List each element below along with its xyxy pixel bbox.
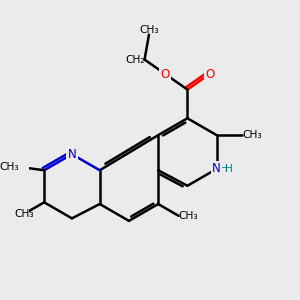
Text: O: O [161,68,170,81]
Text: O: O [161,68,170,81]
Text: N: N [68,148,76,161]
Text: CH₃: CH₃ [139,25,159,34]
Text: O: O [205,68,214,81]
Text: N: N [68,148,76,161]
Text: O: O [205,68,214,81]
Text: CH₃: CH₃ [14,209,34,219]
Text: CH₃: CH₃ [179,211,198,221]
Text: CH₃: CH₃ [0,162,19,172]
Text: N: N [212,162,221,176]
Text: H: H [220,164,228,174]
Text: CH₂: CH₂ [125,55,145,64]
Text: N: N [212,162,221,176]
Text: H: H [225,164,232,174]
Text: CH₃: CH₃ [242,130,262,140]
